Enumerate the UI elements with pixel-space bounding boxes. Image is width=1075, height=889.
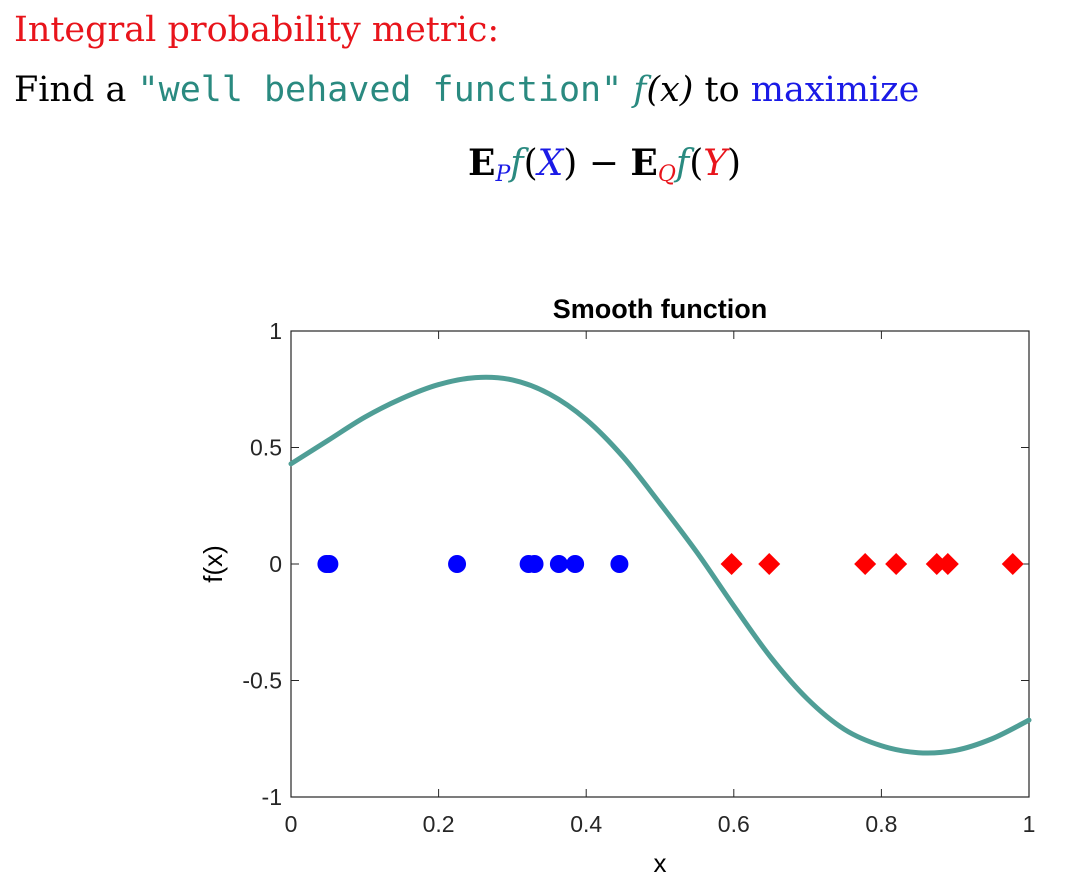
formula-minus: − (577, 143, 631, 184)
sample-point-p (525, 555, 544, 573)
formula-expectation-p: E (468, 142, 496, 184)
x-tick-label: 0.6 (718, 811, 750, 837)
formula-open-1: ( (523, 143, 538, 184)
formula-expectation-q: E (630, 142, 658, 184)
x-tick-label: 0.2 (423, 811, 455, 837)
sample-point-p (610, 555, 629, 573)
sample-point-q (1001, 553, 1024, 575)
sample-point-q (720, 553, 743, 575)
y-tick-label: 0 (269, 551, 282, 577)
sample-point-p (566, 555, 585, 573)
slide-statement: Find a "well behaved function" f(x) to m… (14, 70, 919, 110)
sample-point-p (448, 555, 467, 573)
slide-heading: Integral probability metric: (14, 10, 500, 50)
sample-point-q (925, 553, 948, 575)
y-tick-label: 1 (269, 318, 282, 344)
formula-f-1: f (510, 143, 524, 184)
y-tick-label: -1 (262, 784, 282, 810)
x-tick-label: 0.4 (570, 811, 602, 837)
x-tick-label: 0 (285, 811, 298, 837)
formula-open-2: ( (689, 143, 704, 184)
statement-maximize: maximize (750, 70, 920, 110)
chart-title: Smooth function (553, 294, 767, 324)
sample-point-p (549, 555, 568, 573)
formula-close-2: ) (727, 143, 742, 184)
x-tick-label: 1 (1023, 811, 1036, 837)
y-axis-label: f(x) (198, 545, 228, 583)
formula-y: Y (703, 143, 728, 184)
sample-point-p (320, 555, 339, 573)
x-tick-label: 0.8 (865, 811, 897, 837)
x-axis-label: x (654, 848, 667, 878)
formula-close-1: ) (563, 143, 578, 184)
y-tick-label: 0.5 (250, 435, 282, 461)
statement-middle: to (693, 70, 751, 110)
formula-subscript-q: Q (657, 162, 676, 187)
statement-quoted-phrase: "well behaved function" (137, 70, 623, 110)
y-tick-label: -0.5 (242, 668, 282, 694)
sample-point-q (885, 553, 908, 575)
formula-x: X (537, 143, 564, 184)
sample-point-q (936, 553, 959, 575)
sample-point-q (854, 553, 877, 575)
objective-formula: EPf(X) − EQf(Y) (468, 142, 741, 187)
sample-point-q (758, 553, 781, 575)
function-curve (288, 374, 1032, 756)
statement-function-arg: (x) (646, 70, 694, 110)
statement-prefix: Find a (14, 70, 138, 110)
formula-subscript-p: P (495, 162, 511, 187)
formula-f-2: f (675, 143, 690, 184)
statement-function-symbol: f (633, 70, 647, 110)
